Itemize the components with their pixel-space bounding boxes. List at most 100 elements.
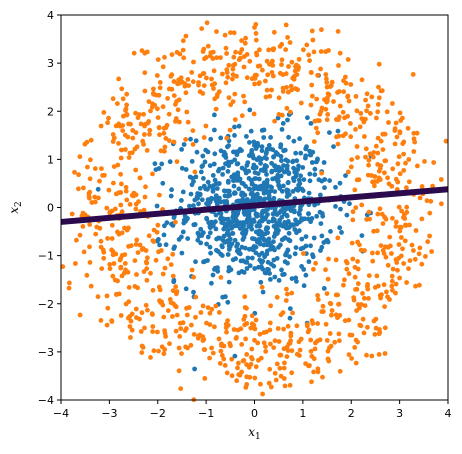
series-1-point: [154, 229, 160, 235]
series-0-point: [236, 198, 242, 204]
series-0-point: [214, 266, 220, 272]
series-0-point: [246, 186, 252, 192]
series-1-point: [81, 249, 87, 255]
series-1-point: [231, 54, 237, 60]
series-1-point: [284, 291, 290, 297]
series-0-point: [231, 183, 237, 189]
series-0-point: [274, 212, 280, 217]
series-1-point: [326, 92, 332, 98]
series-0-point: [296, 163, 301, 169]
series-1-point: [374, 115, 379, 121]
series-1-point: [401, 139, 407, 145]
series-1-point: [239, 342, 245, 347]
series-1-point: [431, 160, 437, 165]
series-1-point: [287, 40, 293, 45]
series-1-point: [370, 179, 375, 185]
series-1-point: [354, 286, 360, 292]
series-1-point: [264, 329, 269, 335]
series-0-point: [179, 147, 185, 152]
series-0-point: [220, 217, 226, 223]
series-0-point: [297, 136, 302, 142]
series-0-point: [264, 242, 270, 248]
series-1-point: [343, 74, 348, 80]
series-1-point: [146, 99, 152, 104]
series-0-point: [221, 233, 227, 239]
series-1-point: [260, 67, 265, 73]
series-1-point: [196, 82, 201, 88]
series-1-point: [115, 162, 121, 168]
series-1-point: [106, 187, 112, 193]
series-0-point: [298, 150, 304, 156]
series-1-point: [141, 269, 147, 274]
series-1-point: [272, 118, 277, 124]
series-1-point: [207, 355, 213, 361]
series-1-point: [173, 284, 179, 290]
series-0-point: [197, 186, 203, 191]
series-0-point: [246, 209, 251, 215]
series-1-point: [276, 112, 282, 117]
series-0-point: [236, 123, 242, 129]
series-1-point: [345, 57, 351, 62]
series-1-point: [253, 31, 259, 36]
series-0-point: [232, 133, 237, 138]
series-0-point: [253, 211, 259, 217]
series-1-point: [336, 331, 342, 337]
series-1-point: [217, 361, 223, 366]
series-1-point: [123, 184, 129, 190]
series-1-point: [386, 120, 391, 125]
series-1-point: [381, 282, 387, 288]
series-0-point: [95, 186, 101, 192]
series-1-point: [137, 175, 143, 181]
series-1-point: [361, 295, 367, 301]
series-1-point: [252, 375, 258, 381]
series-1-point: [311, 49, 317, 55]
series-1-point: [296, 339, 302, 345]
series-1-point: [309, 353, 315, 359]
series-1-point: [156, 284, 162, 290]
series-1-point: [397, 171, 403, 177]
series-1-point: [124, 91, 130, 97]
series-1-point: [204, 20, 210, 26]
series-0-point: [328, 229, 333, 234]
series-1-point: [224, 329, 229, 335]
series-1-point: [179, 351, 184, 356]
series-1-point: [295, 63, 300, 69]
series-0-point: [312, 172, 318, 178]
series-1-point: [402, 238, 408, 244]
series-0-point: [276, 174, 282, 180]
series-0-point: [236, 186, 242, 192]
series-1-point: [277, 365, 283, 371]
series-0-point: [163, 242, 169, 248]
series-1-point: [400, 246, 405, 252]
series-1-point: [398, 253, 404, 259]
series-0-point: [289, 276, 295, 281]
series-1-point: [200, 49, 206, 54]
series-1-point: [319, 27, 324, 33]
series-1-point: [170, 273, 176, 279]
series-0-point: [283, 252, 288, 258]
series-1-point: [376, 352, 382, 357]
series-0-point: [213, 226, 219, 232]
series-1-point: [173, 304, 179, 310]
series-1-point: [365, 172, 371, 178]
series-0-point: [269, 160, 274, 166]
series-1-point: [342, 277, 347, 283]
series-1-point: [275, 326, 281, 331]
series-1-point: [128, 121, 133, 127]
series-1-point: [352, 274, 358, 280]
series-1-point: [92, 199, 98, 205]
series-0-point: [274, 256, 280, 261]
series-0-point: [279, 214, 285, 220]
series-0-point: [159, 161, 165, 167]
series-1-point: [93, 231, 99, 237]
series-1-point: [234, 73, 239, 79]
series-0-point: [212, 127, 217, 133]
series-1-point: [282, 383, 288, 389]
series-0-point: [224, 200, 230, 206]
series-1-point: [165, 308, 171, 313]
series-1-point: [229, 373, 235, 379]
series-0-point: [245, 255, 251, 261]
series-1-point: [126, 155, 132, 160]
series-1-point: [236, 360, 241, 366]
series-1-point: [160, 104, 166, 110]
